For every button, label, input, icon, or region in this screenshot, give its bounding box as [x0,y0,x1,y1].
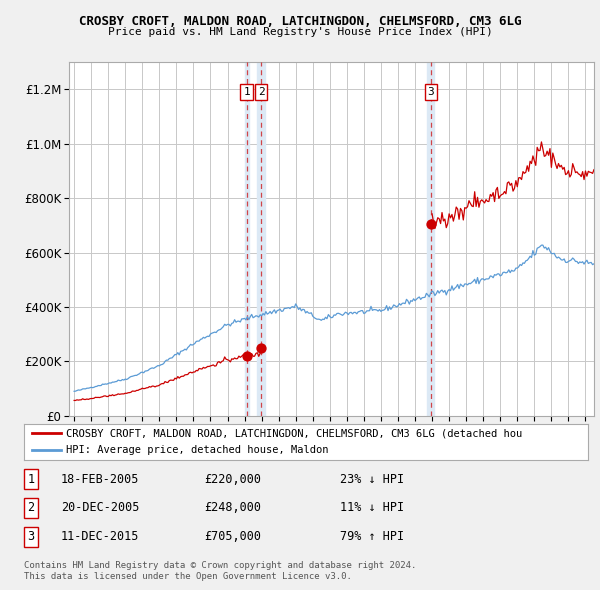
Bar [427,62,434,416]
Text: 3: 3 [428,87,434,97]
Text: £220,000: £220,000 [205,473,262,486]
Text: CROSBY CROFT, MALDON ROAD, LATCHINGDON, CHELMSFORD, CM3 6LG (detached hou: CROSBY CROFT, MALDON ROAD, LATCHINGDON, … [66,428,523,438]
Text: CROSBY CROFT, MALDON ROAD, LATCHINGDON, CHELMSFORD, CM3 6LG: CROSBY CROFT, MALDON ROAD, LATCHINGDON, … [79,15,521,28]
Text: 18-FEB-2005: 18-FEB-2005 [61,473,139,486]
Text: 11-DEC-2015: 11-DEC-2015 [61,530,139,543]
Text: 23% ↓ HPI: 23% ↓ HPI [340,473,404,486]
Text: Price paid vs. HM Land Registry's House Price Index (HPI): Price paid vs. HM Land Registry's House … [107,27,493,37]
Text: 1: 1 [27,473,34,486]
Point [256,344,266,353]
Text: 11% ↓ HPI: 11% ↓ HPI [340,502,404,514]
Text: £248,000: £248,000 [205,502,262,514]
Text: 20-DEC-2005: 20-DEC-2005 [61,502,139,514]
Text: 3: 3 [27,530,34,543]
Point [426,219,436,229]
Bar [257,62,265,416]
Text: 1: 1 [243,87,250,97]
Text: 2: 2 [258,87,265,97]
Text: HPI: Average price, detached house, Maldon: HPI: Average price, detached house, Mald… [66,445,329,455]
Bar [245,62,249,416]
Text: Contains HM Land Registry data © Crown copyright and database right 2024.
This d: Contains HM Land Registry data © Crown c… [24,562,416,581]
Point [242,351,251,360]
Text: £705,000: £705,000 [205,530,262,543]
Text: 2: 2 [27,502,34,514]
Text: 79% ↑ HPI: 79% ↑ HPI [340,530,404,543]
